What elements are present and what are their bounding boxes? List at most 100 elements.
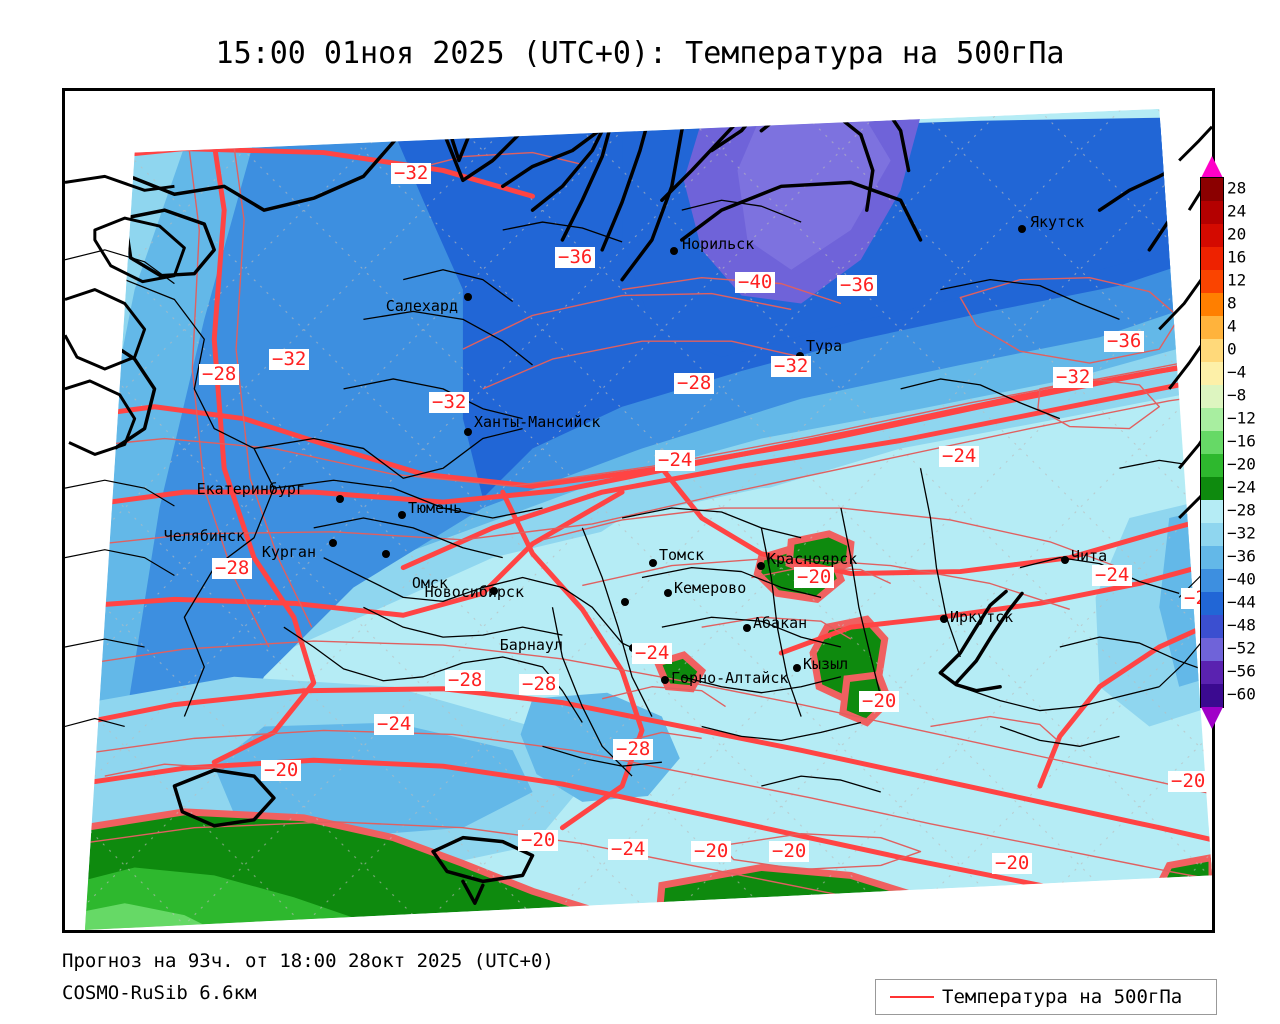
city-label: Тура: [806, 337, 843, 355]
colorbar-cell: −60: [1201, 684, 1256, 707]
colorbar-cell: −12: [1201, 408, 1256, 431]
city-label: Абакан: [753, 614, 808, 632]
colorbar-top-arrow: [1201, 156, 1223, 178]
colorbar-tick-label: −44: [1227, 591, 1256, 611]
city-dot-icon: [382, 550, 390, 558]
contour-value-label: −20: [992, 853, 1033, 874]
city-dot-icon: [664, 589, 672, 597]
colorbar-tick-label: −60: [1227, 683, 1256, 703]
city-dot-icon: [757, 562, 765, 570]
city-dot-icon: [464, 428, 472, 436]
colorbar-tick-label: −4: [1227, 361, 1247, 381]
colorbar-tick-label: 8: [1227, 292, 1237, 312]
contour-value-label: −24: [608, 839, 649, 860]
city-label: Салехард: [385, 297, 458, 315]
city-label: Красноярск: [767, 550, 858, 568]
city-label: Иркутск: [950, 608, 1014, 626]
contour-value-label: −28: [212, 558, 253, 579]
city-label: Челябинск: [163, 527, 245, 545]
contour-value-label: −40: [735, 272, 776, 293]
city-dot-icon: [670, 247, 678, 255]
colorbar-tick-label: 16: [1227, 246, 1247, 266]
colorbar-cell: 16: [1201, 247, 1246, 270]
city-dot-icon: [336, 495, 344, 503]
colorbar-tick-label: −40: [1227, 568, 1256, 588]
city-label: Омск: [411, 574, 448, 592]
contour-value-label: −20: [261, 760, 302, 781]
colorbar-cell: −20: [1201, 454, 1256, 477]
city-label: Курган: [261, 543, 316, 561]
colorbar[interactable]: 28 24 20 16 12 8 4 0 −4 −8 −12 −16 −20 −24 −28 −32 −36 −4…: [1201, 178, 1256, 707]
page-title: 15:00 01ноя 2025 (UTC+0): Температура на…: [215, 36, 1065, 71]
colorbar-tick-label: 24: [1227, 200, 1247, 220]
contour-value-label: −20: [794, 567, 835, 588]
colorbar-tick-label: −32: [1227, 522, 1256, 542]
city-dot-icon: [1061, 556, 1069, 564]
map-canvas: [65, 91, 1212, 930]
city-dot-icon: [743, 624, 751, 632]
outside-domain-mask: [65, 91, 1212, 930]
colorbar-cell: 24: [1201, 201, 1246, 224]
colorbar-tick-label: 4: [1227, 315, 1237, 335]
contour-value-label: −24: [1092, 565, 1133, 586]
colorbar-cell: −8: [1201, 385, 1246, 408]
city-dot-icon: [398, 511, 406, 519]
city-dot-icon: [661, 676, 669, 684]
contour-value-label: −32: [429, 392, 470, 413]
contour-value-label: −24: [655, 450, 696, 471]
city-label: Екатеринбург: [196, 480, 305, 498]
city-label: Кызыл: [803, 655, 849, 673]
city-label: Норильск: [682, 235, 755, 253]
colorbar-cell: −44: [1201, 592, 1256, 615]
colorbar-cell: −52: [1201, 638, 1256, 661]
contour-value-label: −20: [1168, 771, 1209, 792]
colorbar-cell: −40: [1201, 569, 1256, 592]
contour-value-label: −32: [391, 163, 432, 184]
contour-value-label: −28: [519, 674, 560, 695]
contour-value-label: −28: [445, 670, 486, 691]
colorbar-bottom-arrow: [1201, 707, 1223, 729]
isotherm-thin: [84, 110, 1212, 930]
city-label: Чита: [1071, 547, 1108, 565]
colorbar-cell: 28: [1201, 178, 1246, 201]
colorbar-tick-label: −8: [1227, 384, 1247, 404]
contour-value-label: −36: [1104, 331, 1145, 352]
colorbar-cell: −16: [1201, 431, 1256, 454]
city-label: Новосибирск: [424, 583, 524, 601]
colorbar-tick-label: −20: [1227, 453, 1256, 473]
colorbar-cell: 20: [1201, 224, 1246, 247]
contour-value-label: −24: [939, 446, 980, 467]
colorbar-cell: −36: [1201, 546, 1256, 569]
model-info-line2: COSMO-RuSib 6.6км: [62, 982, 257, 1004]
contour-value-label: −20: [518, 830, 559, 851]
colorbar-cell: −4: [1201, 362, 1246, 385]
contour-value-label: −32: [269, 349, 310, 370]
city-label: Якутск: [1030, 213, 1085, 231]
contour-value-label: −28: [613, 739, 654, 760]
colorbar-tick-label: −36: [1227, 545, 1256, 565]
colorbar-cell: −56: [1201, 661, 1256, 684]
legend-label: Температура на 500гПа: [942, 986, 1183, 1008]
colorbar-cell: 0: [1201, 339, 1237, 362]
colorbar-tick-label: −52: [1227, 637, 1256, 657]
colorbar-cell: 8: [1201, 293, 1237, 316]
contour-value-label: −24: [632, 643, 673, 664]
colorbar-tick-label: −24: [1227, 476, 1256, 496]
city-dot-icon: [464, 293, 472, 301]
contour-value-label: −20: [769, 841, 810, 862]
city-dot-icon: [793, 664, 801, 672]
colorbar-cell: −24: [1201, 477, 1256, 500]
contour-value-label: −36: [837, 275, 878, 296]
map-frame[interactable]: Якутск Норильск Салехард Тура Ханты-Мансийск…: [62, 88, 1215, 933]
colorbar-cell: 12: [1201, 270, 1246, 293]
contour-value-label: −28: [199, 364, 240, 385]
colorbar-tick-label: −12: [1227, 407, 1256, 427]
colorbar-cell: 4: [1201, 316, 1237, 339]
outer-coastline: [65, 125, 1212, 519]
city-label: Ханты-Мансийск: [474, 413, 601, 431]
colorbar-cell: −28: [1201, 500, 1256, 523]
contour-value-label: −28: [674, 373, 715, 394]
colorbar-tick-label: −16: [1227, 430, 1256, 450]
legend-line-swatch: [890, 996, 934, 998]
